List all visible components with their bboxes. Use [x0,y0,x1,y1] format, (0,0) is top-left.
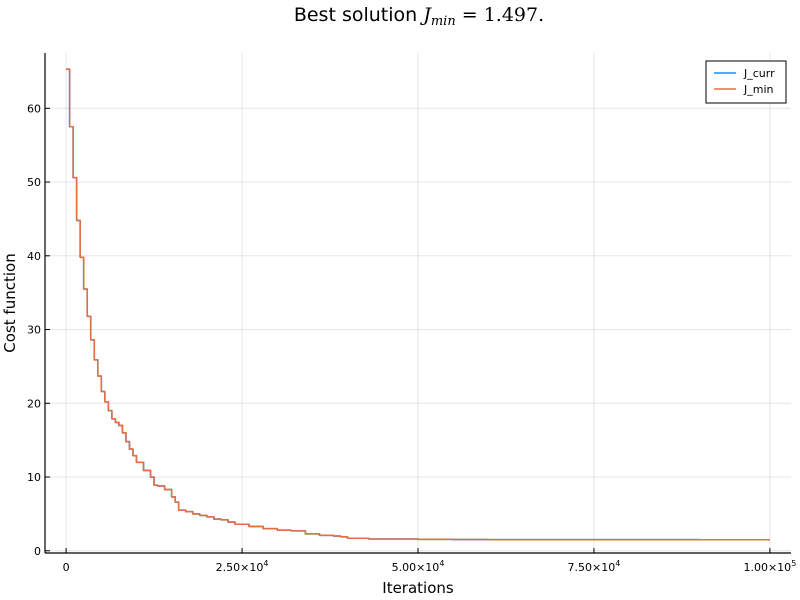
x-tick-label: 5.00×104 [392,559,445,574]
y-tick-label: 30 [27,324,41,337]
y-tick-label: 50 [27,176,41,189]
y-axis-label: Cost function [1,253,19,352]
x-axis-label: Iterations [382,579,454,597]
x-tick-label: 7.50×104 [568,559,621,574]
x-tick-label: 1.00×105 [743,559,796,574]
y-tick-label: 0 [34,545,41,558]
chart-title: Best solution Jmin = 1.497. [294,4,544,29]
legend-label: J_curr [743,67,775,80]
axes [44,53,791,554]
y-tick-label: 10 [27,471,41,484]
y-tick-label: 40 [27,250,41,263]
legend-box [705,60,787,104]
x-tick-label: 0 [63,561,70,574]
grid [45,53,791,553]
y-tick-label: 60 [27,102,41,115]
legend-label: J_min [743,83,774,96]
legend: J_curr J_min [705,60,787,104]
x-tick-labels: 0 2.50×104 5.00×104 7.50×104 1.00×105 [63,559,797,574]
y-tick-label: 20 [27,397,41,410]
y-tick-labels: 0 10 20 30 40 50 60 [27,102,41,557]
x-tick-label: 2.50×104 [216,559,269,574]
series-line-j-min [66,68,770,541]
series-lines [66,68,770,541]
